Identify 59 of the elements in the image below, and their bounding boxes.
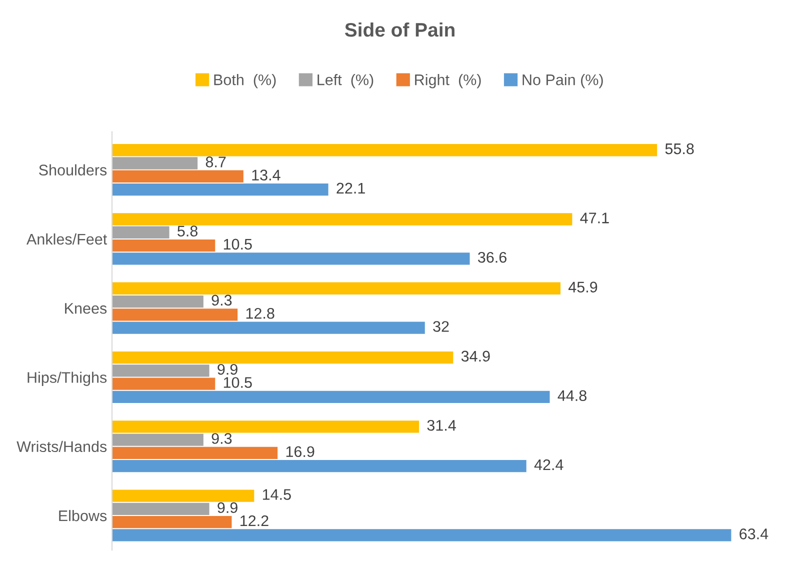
y-tick-label: Ankles/Feet bbox=[26, 233, 108, 245]
data-label: 12.8 bbox=[246, 308, 274, 319]
bar bbox=[112, 144, 658, 156]
data-label: 44.8 bbox=[558, 390, 586, 402]
bar bbox=[112, 252, 470, 265]
bar bbox=[112, 295, 204, 308]
y-tick-label: Shoulders bbox=[39, 164, 107, 176]
legend-label: Right (%) bbox=[415, 74, 481, 88]
data-label: 14.5 bbox=[262, 489, 291, 500]
legend-label: Left (%) bbox=[318, 74, 374, 88]
y-tick-label: Hips/Thighs bbox=[28, 372, 107, 386]
data-label: 5.8 bbox=[178, 226, 198, 236]
bar bbox=[112, 434, 204, 446]
legend-label: No Pain (%) bbox=[522, 74, 603, 88]
bar bbox=[112, 502, 210, 516]
bar bbox=[112, 446, 278, 460]
data-label: 32 bbox=[433, 321, 449, 332]
bar bbox=[112, 351, 454, 364]
bar bbox=[112, 322, 425, 334]
bar bbox=[112, 420, 420, 433]
bar bbox=[112, 170, 244, 182]
bar bbox=[112, 460, 526, 472]
bar bbox=[112, 490, 254, 502]
data-label: 9.9 bbox=[218, 502, 238, 514]
chart-title: Side of Pain bbox=[344, 22, 454, 37]
data-label: 36.6 bbox=[478, 252, 506, 263]
data-label: 34.9 bbox=[461, 350, 490, 362]
data-label: 42.4 bbox=[534, 459, 564, 470]
data-label: 22.1 bbox=[336, 182, 365, 194]
bar bbox=[112, 378, 216, 390]
data-label: 47.1 bbox=[580, 212, 609, 224]
bar bbox=[112, 157, 198, 170]
data-label: 63.4 bbox=[740, 528, 768, 540]
y-tick-label: Wrists/Hands bbox=[16, 440, 107, 452]
bar bbox=[112, 226, 170, 238]
y-tick-label: Knees bbox=[65, 303, 107, 314]
data-label: 12.2 bbox=[240, 515, 268, 526]
data-label: 9.9 bbox=[218, 364, 238, 375]
data-label: 8.7 bbox=[206, 156, 226, 168]
bar bbox=[112, 308, 238, 321]
data-label: 16.9 bbox=[286, 446, 314, 458]
data-label: 10.5 bbox=[224, 377, 252, 388]
data-label: 13.4 bbox=[252, 170, 280, 180]
bar bbox=[112, 183, 328, 196]
data-label: 31.4 bbox=[427, 420, 456, 431]
bar bbox=[112, 529, 732, 542]
bar bbox=[112, 364, 210, 377]
bar bbox=[112, 390, 550, 404]
y-tick-label: Elbows bbox=[59, 510, 107, 522]
data-label: 9.3 bbox=[212, 294, 232, 306]
data-label: 9.3 bbox=[212, 433, 232, 444]
bar bbox=[112, 239, 216, 252]
bar bbox=[112, 213, 572, 226]
data-label: 45.9 bbox=[568, 282, 598, 292]
data-label: 10.5 bbox=[224, 238, 252, 250]
bar bbox=[112, 516, 232, 528]
data-label: 55.8 bbox=[665, 143, 694, 154]
legend-label: Both (%) bbox=[214, 74, 276, 88]
bar bbox=[112, 282, 560, 294]
